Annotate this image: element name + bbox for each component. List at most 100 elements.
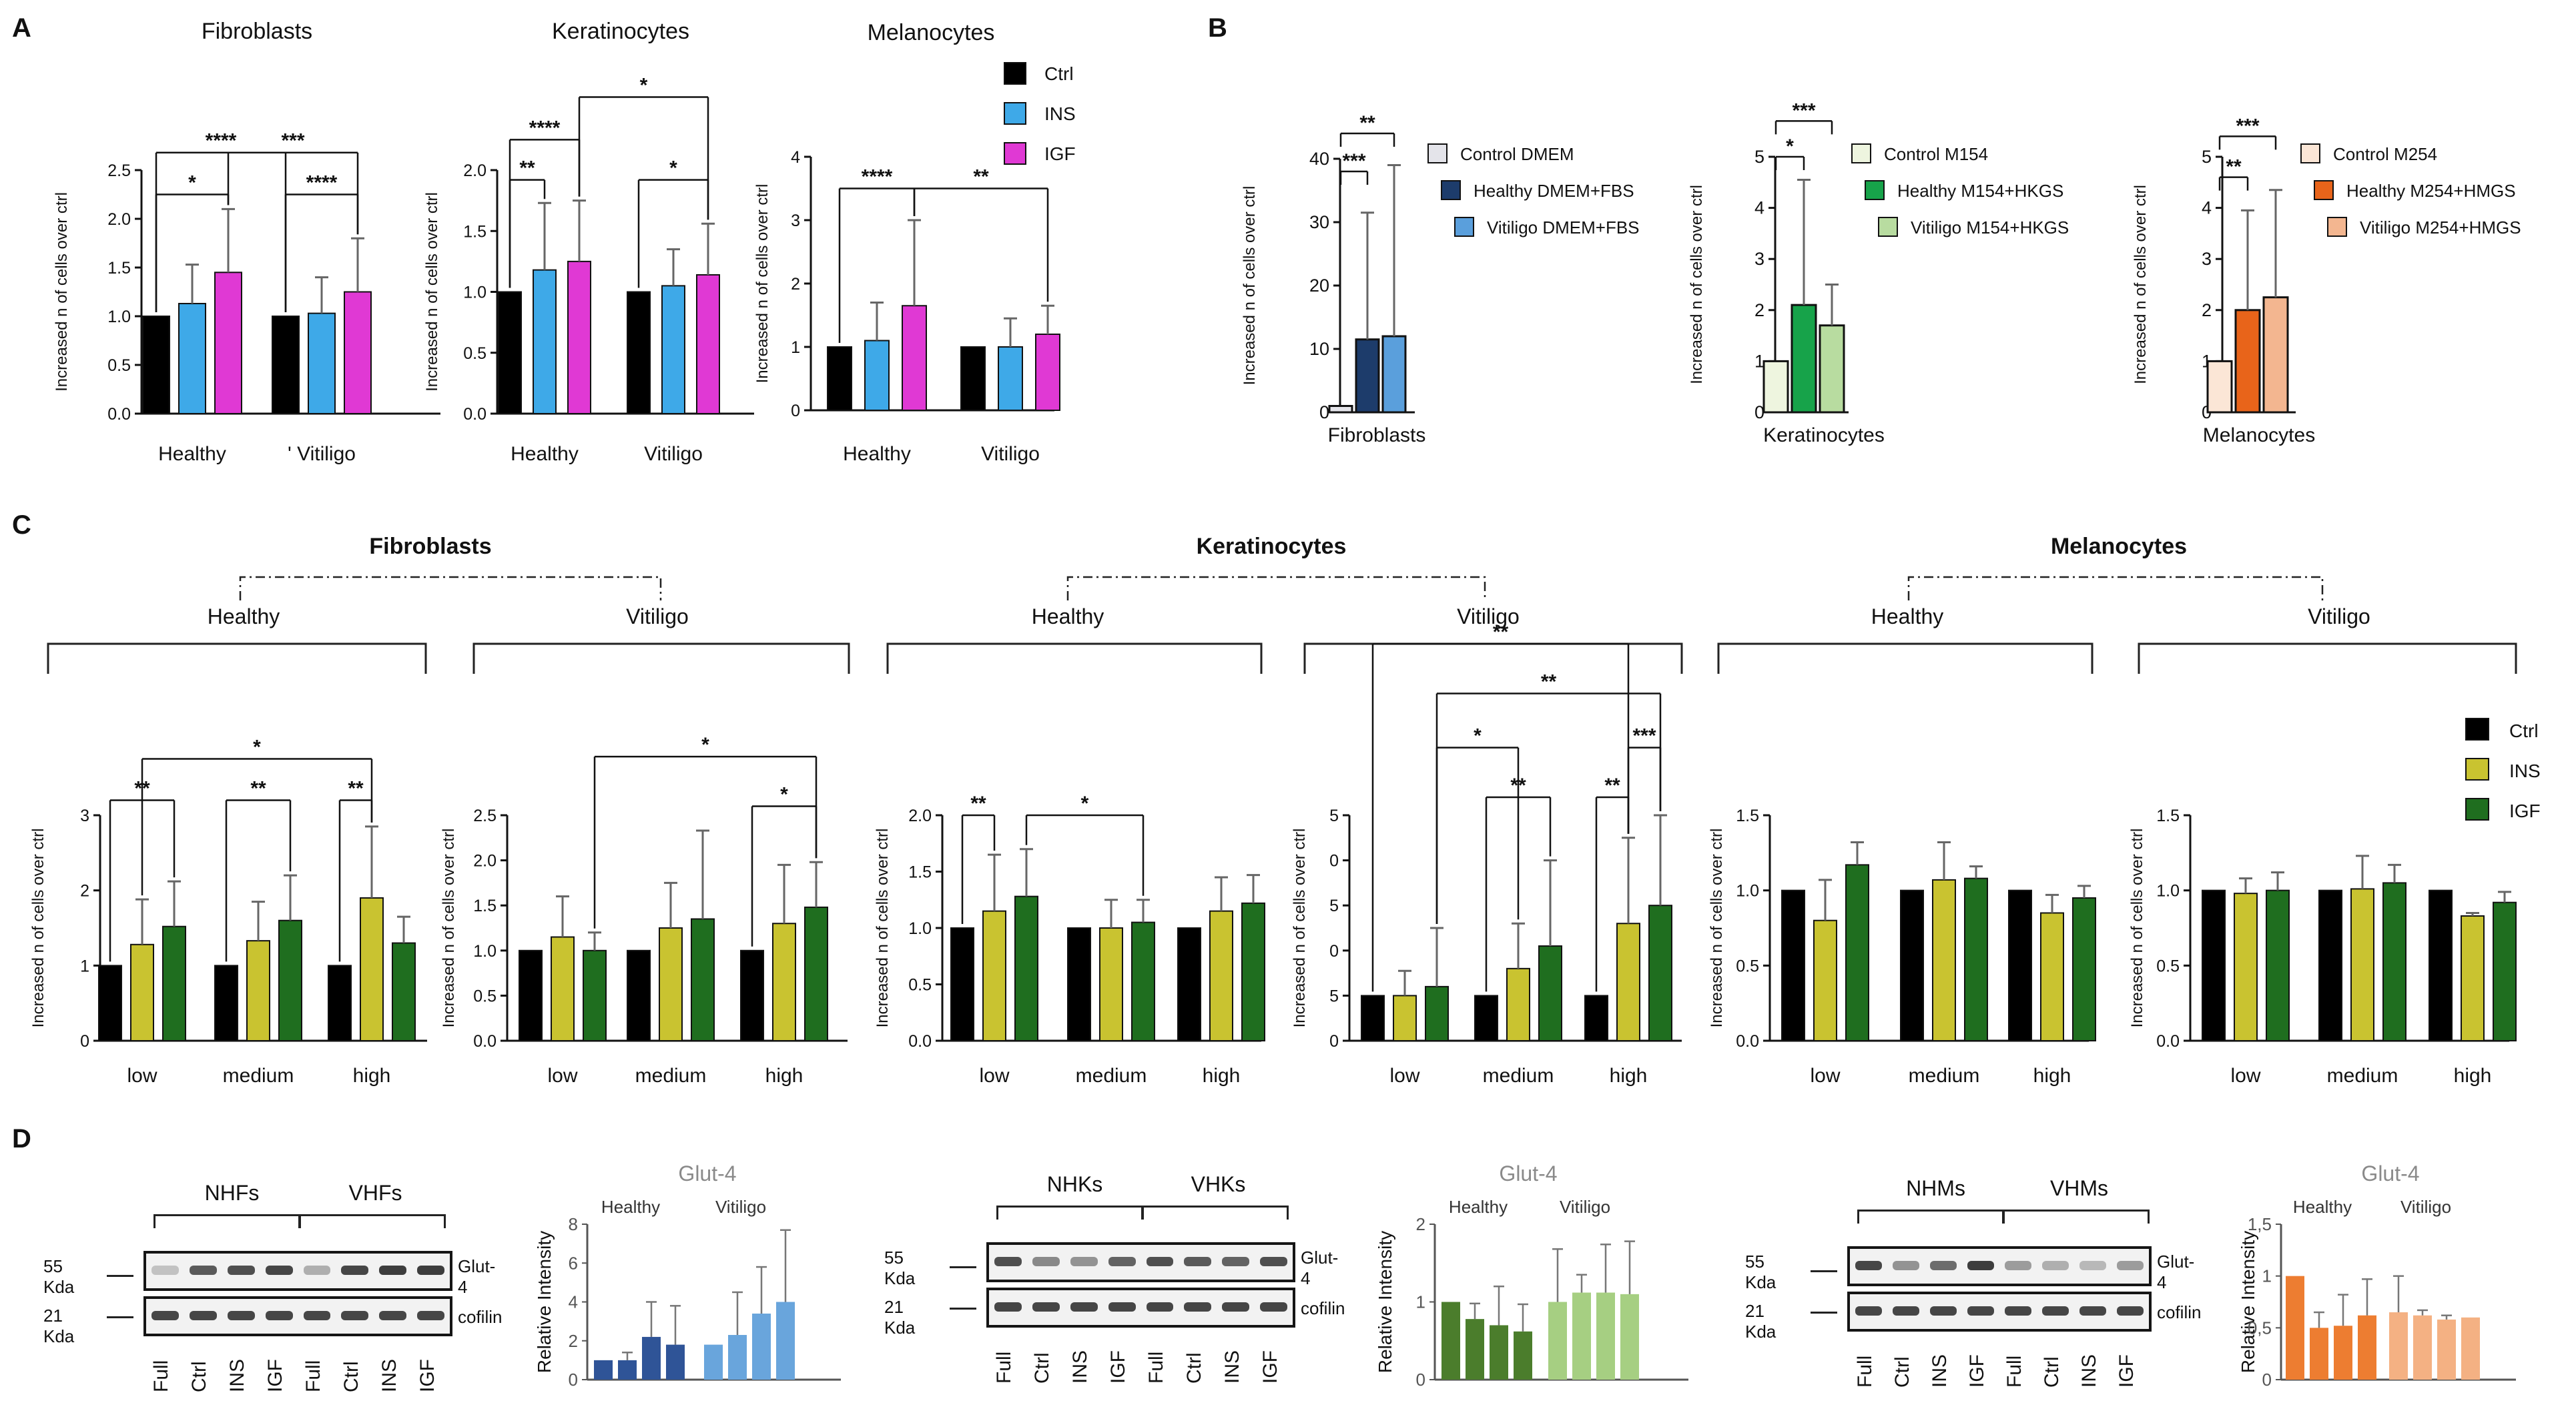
blot-lane-label: IGF (1259, 1350, 1281, 1384)
legend-swatch (1441, 180, 1461, 200)
y-tick-label: 1.0 (908, 919, 932, 938)
bar-ins (772, 923, 796, 1041)
blot-lane-label: Full (993, 1351, 1016, 1384)
group-label: low (2230, 1065, 2260, 1087)
bar-ctrl (98, 965, 122, 1042)
bar-2 (2262, 296, 2289, 414)
bar-ins (2334, 1326, 2352, 1380)
condition-title: Vitiligo (2308, 604, 2370, 628)
sig-label: ** (348, 777, 364, 799)
y-axis-label: Increased n of cells over ctrl (2132, 185, 2150, 384)
y-tick-label: 0 (80, 1032, 89, 1051)
y-tick-label: 3 (1754, 249, 1764, 269)
bar-ins (1616, 923, 1640, 1041)
blot-lane-label: Full (2003, 1355, 2025, 1388)
y-tick-label: 4 (1754, 198, 1764, 218)
bar-ins (2350, 888, 2374, 1041)
bar-ins (1490, 1325, 1508, 1380)
blot-band (227, 1311, 255, 1320)
y-tick-label: 1.5 (107, 259, 131, 278)
blot-band-label: cofilin (2157, 1302, 2202, 1322)
sig-label: * (1786, 135, 1794, 157)
condition-bracket (47, 642, 427, 674)
blot-band (2042, 1306, 2069, 1316)
blot-band (1855, 1306, 1882, 1316)
blot-lane-label: Ctrl (340, 1361, 362, 1392)
y-tick-label: 2.5 (107, 161, 131, 180)
bar-ctrl (2310, 1328, 2328, 1380)
legend-swatch (2327, 217, 2347, 237)
y-tick-label: 0.0 (463, 405, 487, 424)
y-tick-label: 0 (1329, 1032, 1339, 1051)
bar-ctrl (740, 949, 764, 1042)
y-tick-label: 0.5 (908, 976, 932, 995)
blot-marker-label: 21 Kda (43, 1306, 75, 1346)
blot-marker-tick (950, 1308, 976, 1310)
blot-group-label: NHKs (1046, 1172, 1103, 1196)
bar-igf (691, 918, 715, 1041)
bar-igf (1425, 985, 1449, 1042)
sig-label: ** (1541, 670, 1557, 692)
bar-ins (1099, 927, 1123, 1041)
group-label: high (2033, 1065, 2071, 1087)
panel-label-b: B (1208, 13, 1227, 43)
cell-type-title: Fibroblasts (369, 534, 491, 559)
bar-igf (2461, 1317, 2480, 1380)
blot-band-label: cofilin (458, 1307, 503, 1327)
legend-swatch (1004, 62, 1026, 85)
blot-band (151, 1311, 179, 1320)
bar-igf (278, 919, 302, 1041)
y-tick-label: 10 (1309, 339, 1329, 359)
y-tick-label: 1.0 (1736, 882, 1759, 901)
sig-label: ** (1493, 621, 1509, 643)
bar-full (704, 1344, 723, 1380)
bar-1 (1355, 338, 1380, 414)
blot-lane-label: Full (150, 1360, 173, 1392)
bar-igf (1514, 1331, 1532, 1380)
y-axis-label: Increased n of cells over ctrl (423, 192, 441, 392)
bar-igf (666, 1344, 685, 1380)
chart-title: Glut-4 (2361, 1161, 2419, 1186)
bar-ins (2437, 1319, 2456, 1380)
bar-ctrl (272, 316, 300, 414)
condition-bracket (472, 642, 850, 674)
group-label: ' Vitiligo (288, 443, 356, 465)
bar-full (1548, 1302, 1567, 1380)
bar-full (1441, 1302, 1460, 1380)
bar-igf (1845, 864, 1869, 1041)
y-tick-label: 4 (791, 148, 800, 167)
bar-0 (1762, 360, 1789, 414)
blot-band (417, 1311, 444, 1320)
legend-label: Vitiligo DMEM+FBS (1487, 217, 1640, 238)
blot-group-bracket (1857, 1210, 2005, 1224)
condition-title: Vitiligo (626, 604, 689, 628)
group-label: high (1203, 1065, 1241, 1087)
group-label: Healthy (1449, 1197, 1508, 1217)
y-tick-label: 3 (791, 211, 800, 230)
blot-band-label: cofilin (1301, 1298, 1345, 1318)
chart-title: Fibroblasts (1328, 424, 1426, 446)
y-tick-label: 1.0 (2156, 882, 2180, 901)
blot-band (227, 1266, 255, 1275)
bar-igf (1241, 902, 1265, 1041)
legend-label: Control DMEM (1460, 144, 1574, 164)
y-tick-label: 4 (569, 1292, 578, 1312)
group-label: Vitiligo (715, 1197, 766, 1217)
blot-group-bracket (996, 1206, 1144, 1220)
y-axis-label: Increased n of cells over ctrl (53, 192, 71, 392)
bar-ins (1596, 1292, 1615, 1380)
blot-band (379, 1311, 407, 1320)
group-label: Healthy (2293, 1197, 2352, 1217)
blot-lane-label: Full (1145, 1351, 1167, 1384)
blot-band-label: Glut-4 (2157, 1252, 2195, 1292)
blot-band-label: Glut-4 (1301, 1248, 1339, 1288)
cell-type-bracket (1907, 576, 2324, 600)
bar-ctrl (519, 949, 543, 1042)
y-tick-label: 1.5 (463, 222, 487, 241)
sig-label: * (1474, 725, 1482, 747)
bar-ctrl (1900, 889, 1924, 1041)
bar-igf (2382, 882, 2406, 1042)
blot-strip-cofilin (986, 1288, 1295, 1328)
